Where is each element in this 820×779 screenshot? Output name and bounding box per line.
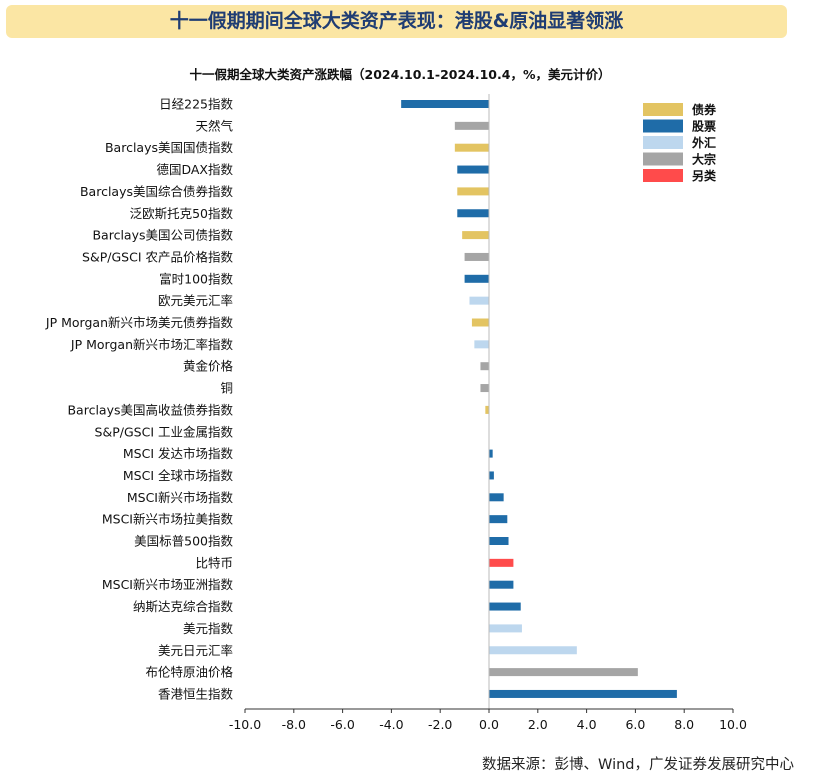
category-label: 日经225指数 bbox=[159, 97, 233, 112]
title-banner: 十一假期期间全球大类资产表现：港股&原油显著领涨 bbox=[6, 5, 787, 38]
category-label: 富时100指数 bbox=[159, 271, 233, 286]
legend-swatch-bond bbox=[643, 103, 683, 116]
bar bbox=[485, 405, 489, 414]
x-tick-label: -10.0 bbox=[229, 717, 261, 732]
category-label: 德国DAX指数 bbox=[156, 162, 233, 177]
bar bbox=[464, 252, 489, 261]
chart-title: 十一假期全球大类资产涨跌幅（2024.10.1-2024.10.4，%，美元计价… bbox=[189, 67, 611, 82]
category-label: 美国标普500指数 bbox=[134, 534, 233, 549]
category-label: S&P/GSCI 农产品价格指数 bbox=[82, 249, 233, 264]
category-label: 比特币 bbox=[195, 555, 233, 570]
x-tick-label: 2.0 bbox=[528, 717, 548, 732]
category-label: Barclays美国国债指数 bbox=[105, 140, 234, 155]
x-tick-label: 4.0 bbox=[577, 717, 597, 732]
category-label: MSCI 发达市场指数 bbox=[123, 446, 234, 461]
bar bbox=[469, 296, 489, 305]
category-label: 泛欧斯托克50指数 bbox=[130, 206, 234, 221]
bar bbox=[489, 689, 677, 698]
legend-swatch-alt bbox=[643, 169, 683, 182]
legend-label-equity: 股票 bbox=[692, 119, 716, 134]
x-tick-label: 8.0 bbox=[674, 717, 694, 732]
data-source: 数据来源：彭博、Wind，广发证券发展研究中心 bbox=[482, 757, 794, 773]
bar bbox=[454, 121, 489, 130]
bar bbox=[454, 143, 489, 152]
bar bbox=[480, 384, 489, 393]
category-label: Barclays美国公司债指数 bbox=[92, 228, 233, 243]
category-label: 美元指数 bbox=[183, 621, 234, 636]
category-label: 纳斯达克综合指数 bbox=[133, 599, 234, 614]
bar bbox=[464, 274, 489, 283]
x-tick-label: 10.0 bbox=[719, 717, 747, 732]
bar bbox=[489, 471, 494, 480]
category-label: 香港恒生指数 bbox=[158, 686, 234, 701]
bar bbox=[489, 624, 522, 633]
x-tick-label: 6.0 bbox=[625, 717, 645, 732]
legend-label-alt: 另类 bbox=[692, 168, 717, 183]
category-label: MSCI新兴市场亚洲指数 bbox=[102, 577, 234, 592]
legend-label-commodity: 大宗 bbox=[692, 152, 716, 167]
x-tick-label: -2.0 bbox=[428, 717, 452, 732]
category-label: 美元日元汇率 bbox=[158, 643, 233, 658]
bar bbox=[457, 187, 489, 196]
category-label: 布伦特原油价格 bbox=[145, 665, 233, 680]
legend-swatch-commodity bbox=[643, 152, 683, 166]
bar bbox=[489, 558, 514, 567]
x-tick-label: -8.0 bbox=[282, 717, 306, 732]
legend-swatch-equity bbox=[643, 119, 683, 133]
legend-label-bond: 债券 bbox=[692, 102, 717, 117]
category-label: 欧元美元汇率 bbox=[158, 293, 233, 308]
bar bbox=[489, 580, 514, 589]
bar bbox=[471, 318, 489, 327]
category-label: Barclays美国综合债券指数 bbox=[80, 184, 234, 199]
bar bbox=[489, 668, 638, 677]
x-tick-label: -6.0 bbox=[330, 717, 354, 732]
bar bbox=[489, 449, 493, 458]
bar bbox=[489, 515, 508, 524]
category-label: MSCI 全球市场指数 bbox=[123, 468, 234, 483]
bar bbox=[489, 537, 509, 545]
category-label: 铜 bbox=[220, 381, 233, 396]
bar bbox=[457, 165, 489, 174]
legend-swatch-fx bbox=[643, 136, 683, 149]
x-tick-label: -4.0 bbox=[379, 717, 403, 732]
legend-label-fx: 外汇 bbox=[692, 135, 716, 150]
category-label: 黄金价格 bbox=[183, 359, 234, 374]
x-tick-label: 0.0 bbox=[479, 717, 499, 732]
page-title: 十一假期期间全球大类资产表现：港股&原油显著领涨 bbox=[169, 10, 624, 32]
category-label: 天然气 bbox=[195, 118, 233, 133]
bar bbox=[489, 602, 521, 611]
bar bbox=[474, 340, 489, 349]
bar bbox=[457, 209, 489, 218]
category-label: S&P/GSCI 工业金属指数 bbox=[95, 424, 234, 439]
bar bbox=[401, 100, 489, 108]
bar bbox=[489, 493, 504, 502]
category-label: Barclays美国高收益债券指数 bbox=[67, 402, 233, 417]
bar bbox=[480, 362, 489, 371]
bar bbox=[489, 646, 577, 655]
category-label: MSCI新兴市场拉美指数 bbox=[102, 512, 234, 527]
category-label: JP Morgan新兴市场汇率指数 bbox=[70, 337, 234, 352]
category-label: JP Morgan新兴市场美元债券指数 bbox=[45, 315, 234, 330]
category-label: MSCI新兴市场指数 bbox=[127, 490, 234, 505]
bar bbox=[462, 231, 489, 240]
